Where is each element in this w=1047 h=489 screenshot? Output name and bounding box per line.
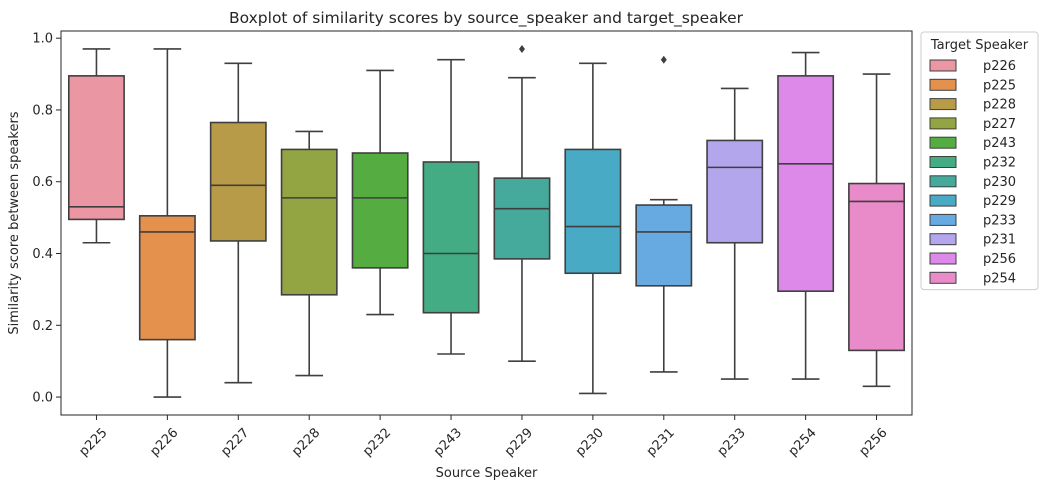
box-group-p232 [351, 69, 409, 316]
box-group-p231 [635, 55, 693, 373]
legend-title: Target Speaker [930, 38, 1029, 53]
legend-entry: p232 [983, 156, 1016, 171]
legend-entry: p230 [983, 175, 1016, 190]
legend-entry: p233 [983, 213, 1016, 228]
legend-swatch [929, 194, 957, 207]
box-p225 [68, 75, 125, 221]
y-tick-label: 0.8 [32, 103, 53, 118]
y-axis-title: Similarity score between speakers [7, 111, 22, 334]
legend-entry: p254 [983, 271, 1016, 286]
y-tick-label: 0.6 [32, 175, 53, 190]
plot-frame [60, 30, 913, 416]
box-p226 [138, 215, 196, 341]
legend-swatch [929, 213, 957, 226]
y-tick-label: 0.2 [32, 319, 53, 334]
box-group-p256 [848, 73, 905, 388]
box-group-p230 [564, 62, 622, 395]
plot-area [68, 44, 905, 398]
box-group-p254 [777, 51, 835, 380]
legend-swatch [929, 156, 957, 168]
legend-entry: p225 [983, 78, 1016, 93]
legend: Target Speaker p226 p225 p228 p227 p243 p232 p2… [920, 31, 1039, 291]
box-p232 [351, 152, 409, 269]
legend-entry: p227 [983, 117, 1016, 132]
y-tick-label: 0.0 [32, 391, 53, 406]
legend-entry: p243 [983, 136, 1016, 151]
legend-entry: p256 [983, 252, 1016, 267]
legend-swatch [929, 78, 957, 91]
legend-entry: p231 [983, 233, 1016, 248]
x-tick-label: p231 [644, 425, 678, 459]
outlier-point [518, 44, 525, 53]
x-tick-label: p230 [573, 425, 607, 459]
box-group-p243 [422, 58, 480, 355]
x-tick-label: p254 [786, 425, 820, 459]
legend-swatch [929, 271, 957, 284]
chart-title: Boxplot of similarity scores by source_s… [229, 9, 744, 28]
box-p243 [422, 161, 480, 314]
legend-entry: p226 [983, 59, 1016, 74]
x-tick-label: p233 [715, 425, 749, 459]
box-p228 [280, 148, 338, 296]
y-tick-label: 1.0 [32, 32, 53, 47]
box-group-p229 [493, 44, 551, 362]
x-tick-label: p226 [147, 425, 181, 459]
legend-swatch [929, 117, 957, 130]
legend-swatch [929, 136, 957, 149]
legend-entry: p229 [983, 194, 1016, 209]
legend-swatch [929, 233, 957, 246]
x-axis: p225 p226 p227 p228 p232 p243 p229 p230 p231 p233… [77, 415, 891, 459]
legend-swatch [929, 175, 957, 188]
box-p231 [635, 204, 693, 287]
box-group-p227 [209, 62, 267, 384]
outlier-point [660, 55, 667, 64]
box-p229 [493, 177, 551, 260]
y-axis: 0.0 0.2 0.4 0.6 0.8 1.0 [32, 32, 61, 406]
box-group-p226 [138, 48, 196, 398]
box-p230 [564, 148, 622, 275]
legend-entry: p228 [983, 98, 1016, 113]
box-p233 [706, 139, 764, 244]
x-tick-label: p256 [857, 425, 891, 459]
box-group-p228 [280, 130, 338, 377]
x-tick-label: p228 [289, 425, 323, 459]
y-tick-label: 0.4 [32, 247, 53, 262]
x-tick-label: p227 [218, 425, 252, 459]
x-tick-label: p232 [360, 425, 394, 459]
x-tick-label: p229 [502, 425, 536, 459]
legend-swatch [929, 252, 957, 265]
box-p254 [777, 75, 835, 292]
legend-swatch [929, 98, 957, 111]
box-p227 [209, 121, 267, 242]
box-group-p233 [706, 87, 764, 380]
x-axis-title: Source Speaker [436, 466, 538, 481]
box-p256 [848, 182, 905, 352]
x-tick-label: p225 [77, 425, 111, 459]
x-tick-label: p243 [431, 425, 465, 459]
legend-swatch [929, 59, 957, 72]
box-group-p225 [68, 48, 125, 244]
